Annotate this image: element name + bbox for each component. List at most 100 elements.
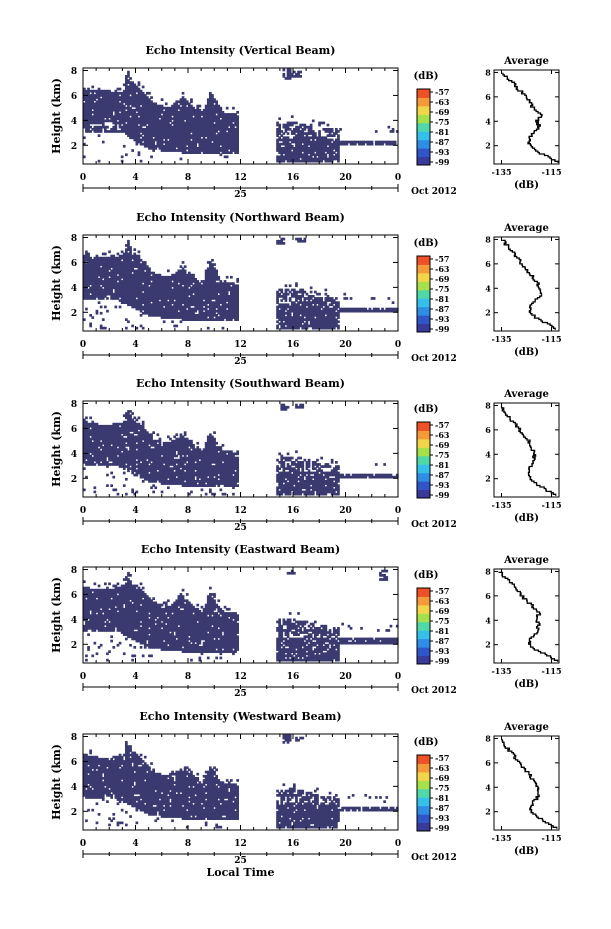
echo-cell bbox=[131, 136, 134, 140]
echo-cell bbox=[175, 314, 179, 317]
echo-cell bbox=[286, 324, 290, 328]
echo-cell bbox=[160, 275, 164, 279]
echo-cell bbox=[106, 108, 109, 112]
echo-cell bbox=[232, 297, 235, 300]
echo-cell bbox=[204, 115, 208, 118]
echo-cell bbox=[173, 284, 176, 288]
echo-cell bbox=[215, 140, 218, 144]
echo-cell bbox=[332, 318, 336, 321]
echo-cell bbox=[131, 128, 134, 131]
echo-cell bbox=[335, 305, 338, 309]
echo-cell bbox=[276, 155, 279, 159]
echo-cell bbox=[106, 450, 109, 454]
echo-cell bbox=[164, 311, 168, 315]
echo-cell bbox=[230, 297, 233, 300]
echo-cell bbox=[314, 322, 317, 326]
echo-cell bbox=[154, 104, 158, 108]
echo-cell bbox=[112, 273, 116, 277]
echo-cell bbox=[164, 128, 168, 131]
echo-cell bbox=[85, 130, 88, 133]
echo-cell bbox=[156, 311, 160, 315]
echo-cell bbox=[125, 301, 128, 304]
echo-cell bbox=[349, 297, 353, 300]
echo-cell bbox=[284, 299, 288, 302]
echo-cell bbox=[219, 309, 223, 313]
echo-cell bbox=[93, 422, 97, 426]
echo-cell bbox=[154, 138, 158, 142]
echo-cell bbox=[114, 444, 118, 447]
echo-cell bbox=[156, 280, 160, 283]
echo-cell bbox=[179, 295, 183, 298]
echo-cell bbox=[97, 424, 101, 428]
echo-cell bbox=[141, 117, 145, 121]
echo-cell bbox=[146, 108, 149, 112]
echo-cell bbox=[83, 288, 86, 292]
echo-cell bbox=[217, 123, 221, 127]
echo-cell bbox=[110, 273, 113, 277]
echo-cell bbox=[112, 427, 116, 430]
echo-cell bbox=[154, 284, 158, 288]
echo-cell bbox=[196, 282, 200, 285]
echo-cell bbox=[146, 275, 149, 279]
echo-cell bbox=[230, 286, 233, 290]
echo-cell bbox=[108, 433, 111, 437]
echo-cell bbox=[209, 282, 212, 285]
echo-cell bbox=[112, 422, 116, 426]
echo-cell bbox=[309, 132, 313, 135]
echo-cell bbox=[225, 147, 229, 150]
echo-cell bbox=[188, 284, 191, 288]
echo-cell bbox=[232, 299, 235, 302]
echo-cell bbox=[133, 87, 137, 91]
echo-cell bbox=[91, 297, 95, 300]
echo-cell bbox=[146, 115, 149, 118]
echo-cell bbox=[137, 117, 141, 121]
echo-cell bbox=[137, 96, 141, 99]
echo-cell bbox=[95, 96, 99, 99]
echo-cell bbox=[198, 286, 202, 290]
echo-cell bbox=[125, 424, 128, 428]
echo-cell bbox=[381, 307, 384, 311]
echo-cell bbox=[295, 159, 298, 163]
echo-cell bbox=[118, 265, 122, 268]
echo-cell bbox=[162, 130, 166, 133]
echo-cell bbox=[133, 117, 137, 121]
echo-cell bbox=[108, 427, 111, 430]
echo-cell bbox=[127, 128, 130, 131]
echo-cell bbox=[148, 100, 151, 104]
echo-cell bbox=[211, 94, 214, 97]
echo-cell bbox=[232, 314, 235, 317]
echo-cell bbox=[213, 147, 216, 150]
echo-cell bbox=[282, 324, 286, 328]
echo-cell bbox=[314, 326, 317, 330]
echo-cell bbox=[106, 448, 109, 451]
echo-cell bbox=[106, 431, 109, 434]
echo-cell bbox=[188, 311, 191, 315]
echo-cell bbox=[389, 130, 393, 133]
echo-cell bbox=[236, 149, 239, 152]
echo-cell bbox=[341, 140, 344, 144]
echo-cell bbox=[332, 314, 336, 317]
echo-cell bbox=[307, 295, 311, 298]
echo-cell bbox=[297, 326, 300, 330]
echo-cell bbox=[127, 239, 130, 243]
echo-cell bbox=[160, 119, 164, 123]
echo-cell bbox=[297, 239, 300, 243]
echo-cell bbox=[206, 269, 210, 273]
echo-cell bbox=[185, 316, 189, 319]
echo-cell bbox=[143, 263, 147, 266]
echo-cell bbox=[175, 132, 179, 135]
echo-cell bbox=[104, 461, 107, 464]
echo-cell bbox=[173, 275, 176, 279]
echo-cell bbox=[152, 288, 155, 292]
echo-cell bbox=[307, 309, 311, 313]
echo-cell bbox=[288, 144, 292, 148]
echo-cell bbox=[118, 117, 122, 121]
echo-cell bbox=[177, 106, 181, 110]
echo-cell bbox=[179, 309, 183, 313]
echo-cell bbox=[188, 297, 191, 300]
echo-cell bbox=[293, 288, 296, 292]
echo-cell bbox=[108, 278, 111, 281]
colorbar-band bbox=[417, 122, 430, 132]
echo-cell bbox=[290, 309, 294, 313]
echo-cell bbox=[133, 290, 137, 294]
